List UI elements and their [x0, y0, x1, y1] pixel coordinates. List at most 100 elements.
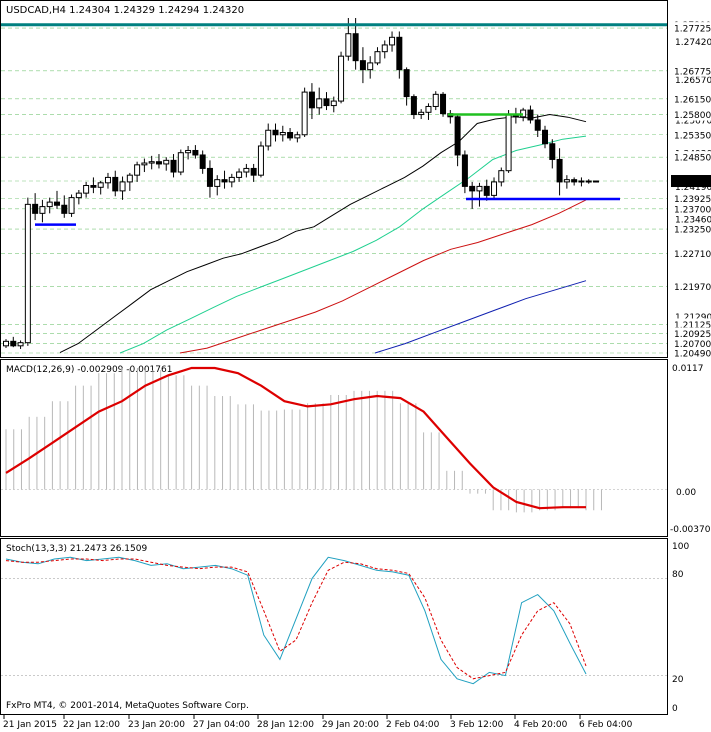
price-label-bg	[671, 192, 711, 205]
candle-body	[170, 159, 177, 173]
price-label: 1.23250	[674, 226, 711, 236]
price-label: 1.20490	[674, 350, 711, 360]
candle-body	[119, 181, 126, 192]
macd-scale-top: 0.0117	[672, 364, 704, 374]
candle-body	[374, 51, 381, 64]
candle-body	[476, 185, 483, 192]
price-label: 1.26150	[674, 95, 711, 105]
time-label: 21 Jan 2015	[3, 720, 57, 730]
candle-body	[308, 91, 315, 109]
candle-body	[469, 185, 476, 192]
candle-body	[192, 149, 199, 156]
price-label: 1.27725	[674, 25, 711, 35]
price-label-bg	[671, 151, 711, 164]
ma-long-line	[374, 280, 587, 354]
price-label: 1.20925	[674, 330, 711, 340]
candle-body	[141, 162, 148, 166]
candle-body	[228, 176, 235, 183]
candle-body	[330, 100, 337, 107]
macd-scale-bottom: -0.003707	[670, 525, 711, 535]
candle-body	[163, 159, 170, 165]
candle-body	[10, 340, 17, 347]
candle-body	[498, 170, 505, 183]
time-label: 4 Feb 20:00	[514, 720, 568, 730]
candle-body	[112, 176, 119, 192]
price-label-bg	[671, 337, 711, 350]
candle-body	[454, 116, 461, 156]
time-axis[interactable]: 21 Jan 2015 22 Jan 12:00 23 Jan 20:00 27 Ja…	[3, 715, 633, 730]
candle-body	[17, 342, 24, 347]
time-label: 29 Jan 20:00	[322, 720, 379, 730]
candle-body	[214, 179, 221, 187]
stoch-title: Stoch(13,3,3) 21.2473 26.1509	[6, 544, 147, 554]
candle-body	[53, 201, 60, 206]
price-label-faint: 1.27420	[675, 38, 711, 48]
macd-signal-line	[5, 366, 586, 510]
macd-pane[interactable]	[0, 359, 668, 537]
price-label-bg	[671, 247, 711, 260]
candle-body	[206, 167, 213, 187]
candle-body	[432, 93, 439, 107]
price-label-bg	[671, 327, 711, 340]
main-price-pane[interactable]	[0, 0, 668, 358]
macd-scale-zero: 0.00	[676, 488, 696, 498]
candle-body	[83, 185, 90, 194]
time-label: 22 Jan 12:00	[63, 720, 120, 730]
candle-body	[126, 174, 133, 183]
stoch-scale-0: 0	[672, 704, 678, 714]
candlesticks	[3, 18, 599, 349]
candle-body	[418, 111, 425, 116]
price-label-faint: 1.21290	[675, 313, 711, 323]
candle-body	[279, 132, 286, 136]
candle-body	[32, 203, 39, 214]
price-scale[interactable]: 1.274201.268101.265701.256701.249301.241…	[671, 18, 711, 360]
candle-body	[265, 129, 272, 147]
candle-body	[410, 96, 417, 116]
price-label-bg	[671, 64, 711, 77]
level-lines[interactable]	[1, 23, 667, 226]
price-label: 1.25800	[674, 111, 711, 121]
price-label: 1.23700	[674, 205, 711, 215]
candle-body	[571, 179, 578, 183]
price-label-faint: 1.23460	[675, 216, 711, 226]
candle-body	[483, 185, 490, 196]
candle-body	[556, 158, 563, 183]
time-label: 3 Feb 12:00	[450, 720, 504, 730]
candle-body	[345, 33, 352, 57]
candle-body	[359, 60, 366, 71]
candle-body	[301, 91, 308, 136]
price-label-bg	[671, 92, 711, 105]
candle-body	[68, 197, 75, 214]
price-label: 1.23925	[674, 195, 711, 205]
candle-body	[338, 55, 345, 102]
candle-body	[563, 179, 570, 183]
ma-slow-line	[179, 199, 587, 354]
candle-body	[104, 176, 111, 184]
candle-body	[257, 145, 264, 176]
candle-body	[352, 33, 359, 62]
price-label: 1.21125	[674, 321, 711, 331]
candle-body	[542, 129, 549, 145]
stoch-scale-80: 80	[672, 570, 684, 580]
price-label: 1.26775	[674, 67, 711, 77]
stoch-pane[interactable]	[0, 538, 668, 715]
candle-body	[243, 167, 250, 173]
price-label: 1.22710	[674, 250, 711, 260]
candle-body	[134, 164, 141, 176]
price-label: 1.24320	[674, 178, 711, 188]
copyright: FxPro MT4, © 2001-2014, MetaQuotes Softw…	[6, 701, 249, 711]
candle-body	[199, 154, 206, 169]
candle-body	[24, 203, 31, 344]
candle-body	[250, 167, 257, 176]
candle-body	[396, 36, 403, 71]
time-label: 6 Feb 04:00	[579, 720, 633, 730]
price-label-faint: 1.26570	[675, 76, 711, 86]
candle-body	[90, 185, 97, 188]
candle-body	[177, 152, 184, 173]
stochastic-indicator	[1, 556, 667, 685]
price-label-bg	[671, 202, 711, 215]
price-label: 1.20700	[674, 340, 711, 350]
candle-body	[221, 179, 228, 183]
price-label-faint: 1.25670	[675, 116, 711, 126]
